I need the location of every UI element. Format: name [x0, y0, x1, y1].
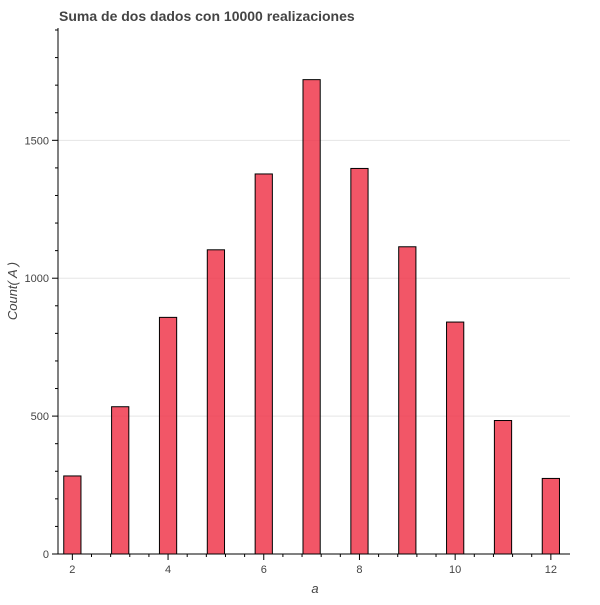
y-axis-label: Count( A )	[5, 262, 20, 320]
x-tick-label: 4	[165, 564, 171, 576]
x-tick-label: 12	[545, 564, 557, 576]
bar	[541, 477, 560, 555]
bars	[63, 79, 560, 555]
chart-title: Suma de dos dados con 10000 realizacione…	[59, 8, 355, 24]
x-tick-label: 6	[261, 564, 267, 576]
x-axis-label: a	[311, 581, 318, 596]
bar	[63, 475, 82, 555]
bar	[446, 321, 465, 555]
axes: 0 500 1000 1500 2 4 6 8 10 12	[25, 28, 570, 576]
x-tick-label: 8	[356, 564, 362, 576]
bar	[111, 406, 130, 555]
x-tick-label: 2	[69, 564, 75, 576]
y-tick-label: 1500	[25, 135, 49, 147]
bar	[398, 246, 417, 555]
bar	[302, 79, 321, 555]
y-tick-label: 1000	[25, 273, 49, 285]
x-tick-label: 10	[449, 564, 461, 576]
bar	[254, 173, 273, 555]
bar	[350, 167, 369, 555]
y-tick-label: 500	[31, 411, 49, 423]
bar	[158, 316, 178, 555]
bar	[206, 249, 226, 555]
bar	[493, 420, 513, 555]
y-tick-label: 0	[43, 549, 49, 561]
